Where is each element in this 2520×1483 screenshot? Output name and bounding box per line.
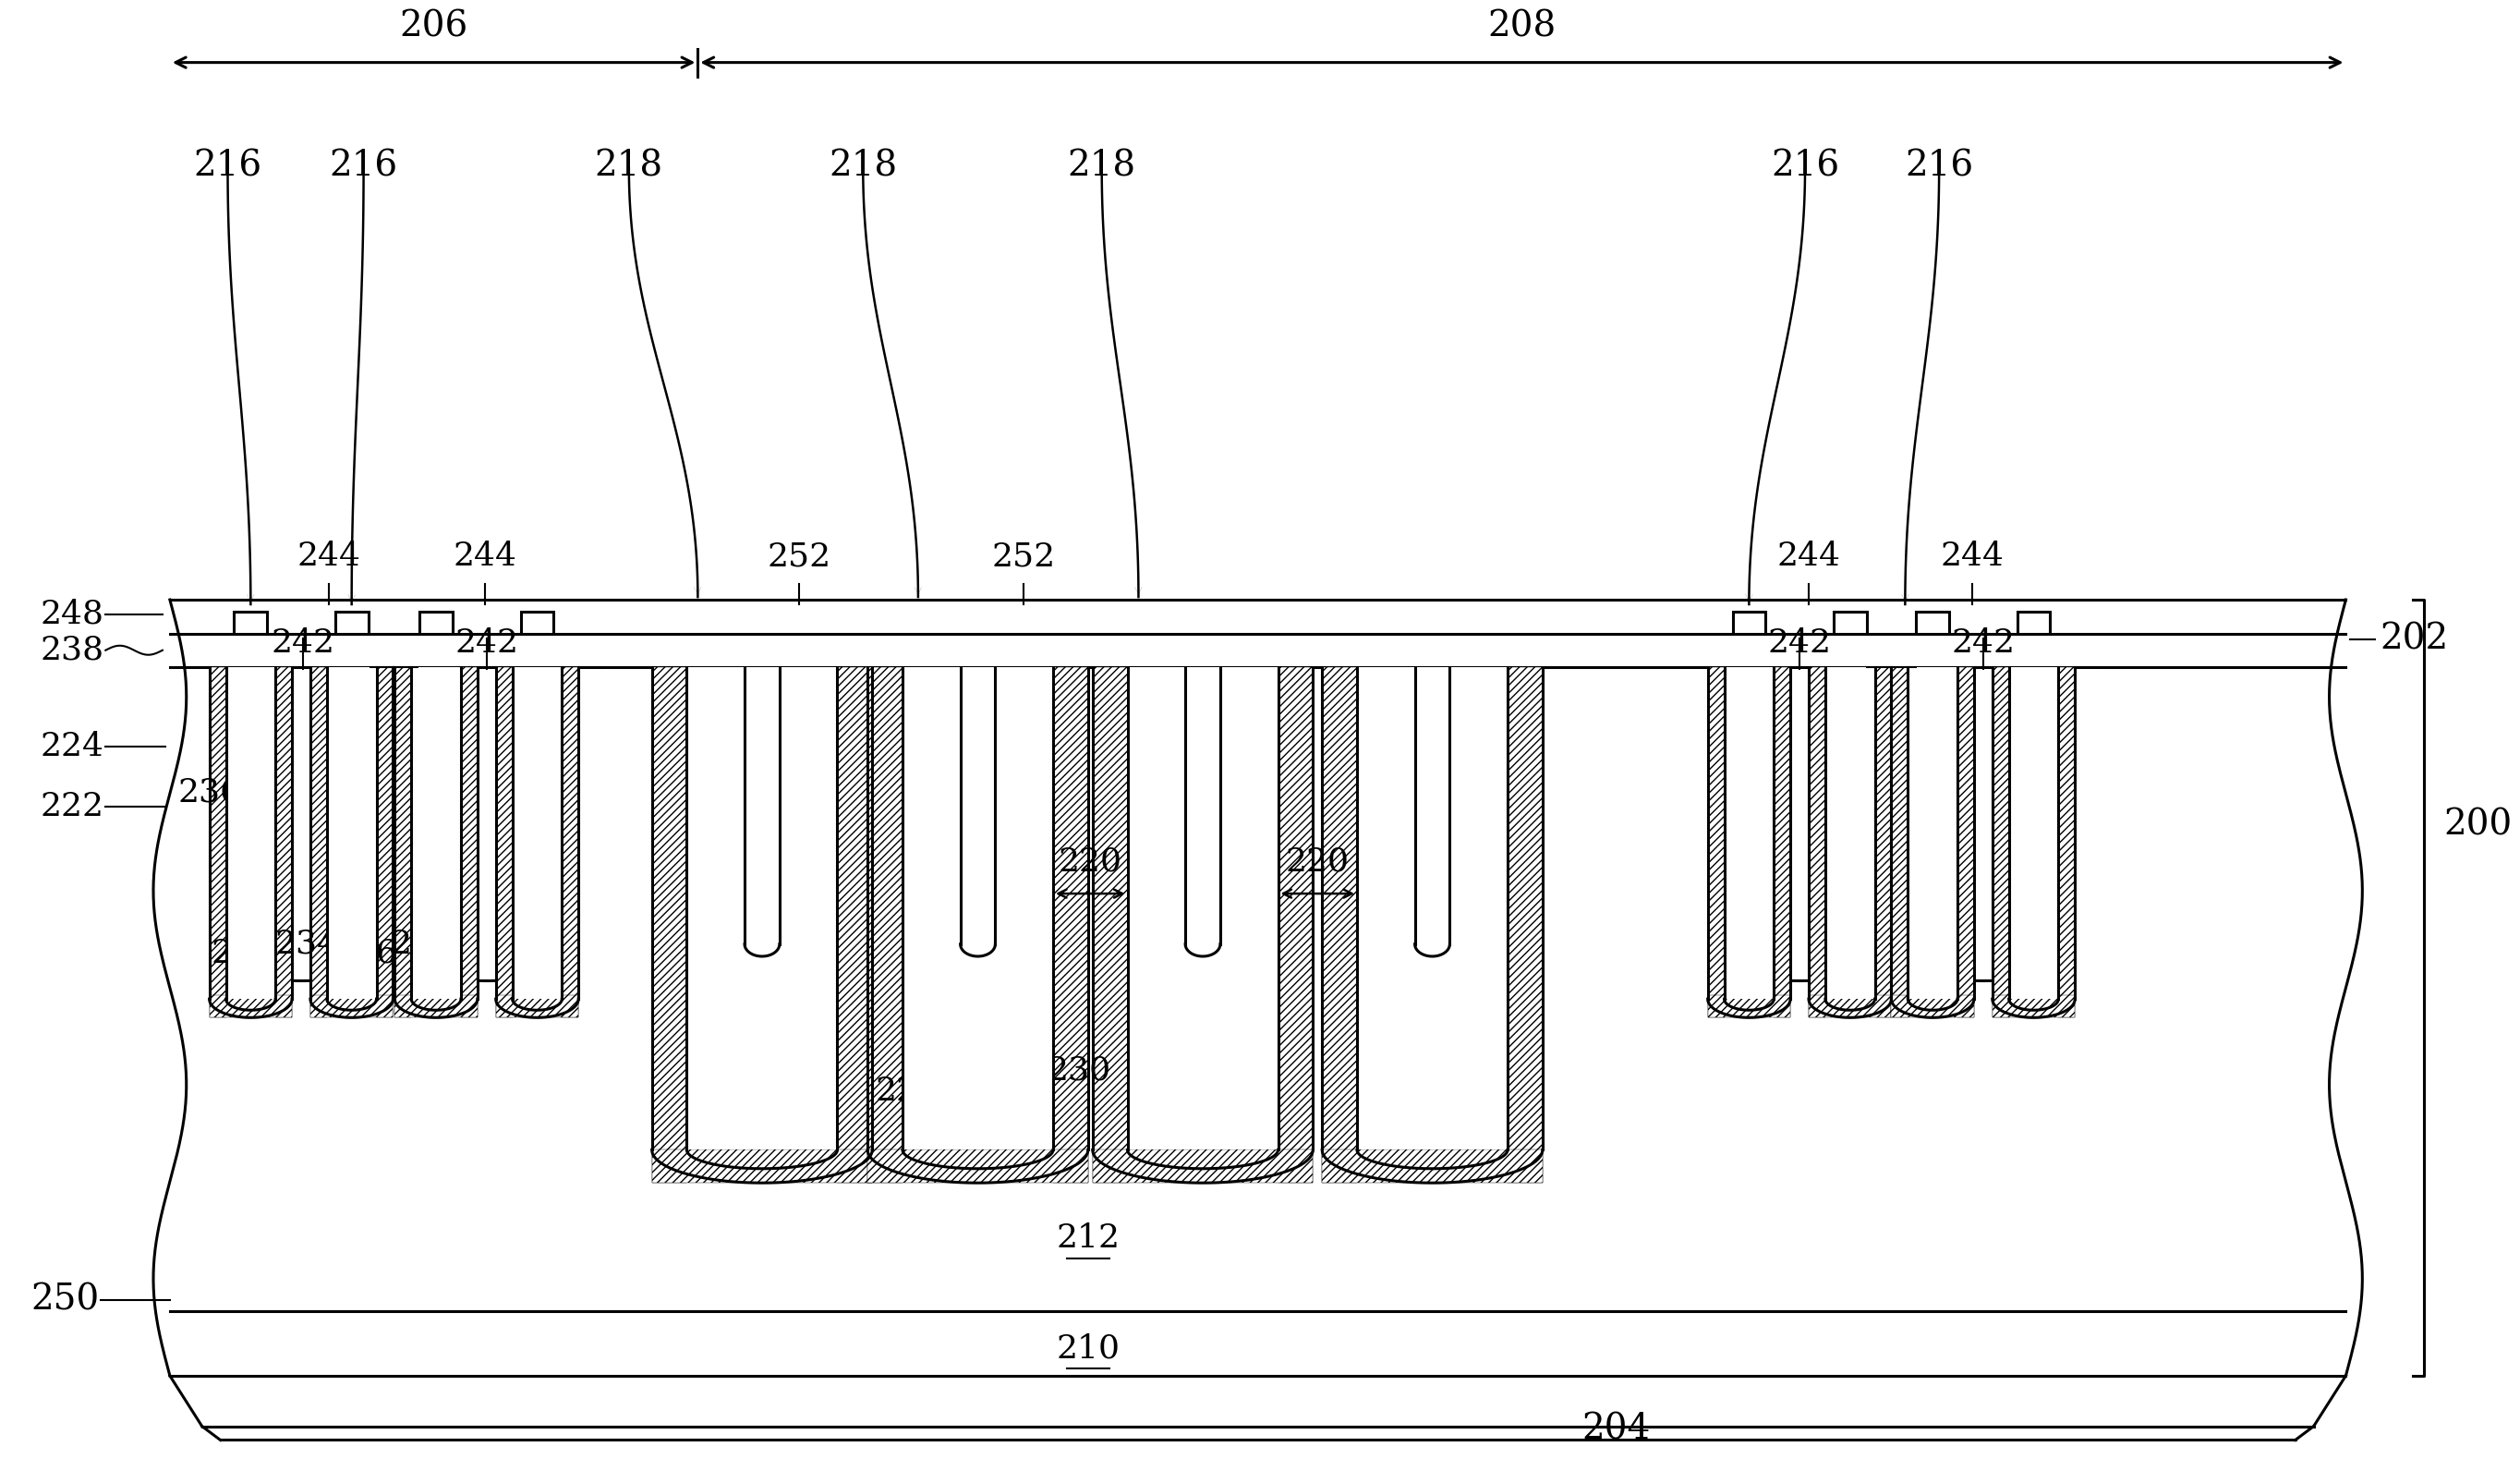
Bar [1893, 667, 1908, 1017]
Text: 206: 206 [401, 10, 469, 44]
Text: 226: 226 [333, 937, 398, 968]
Text: 212: 212 [1056, 1222, 1119, 1253]
Bar [688, 667, 837, 1149]
Bar [234, 611, 267, 633]
Bar [1993, 667, 2008, 1017]
Text: 218: 218 [829, 150, 897, 184]
Bar [1709, 667, 1724, 1017]
Text: 244: 244 [454, 541, 517, 572]
Bar [1915, 611, 1948, 633]
Bar [1356, 667, 1507, 1149]
Bar [1809, 995, 1893, 1017]
Bar [512, 667, 562, 1000]
Bar [1875, 667, 1893, 1017]
Bar [1835, 611, 1867, 633]
Bar [496, 995, 580, 1017]
Text: 200: 200 [2444, 808, 2512, 842]
Bar [461, 667, 476, 1017]
Text: 242: 242 [1767, 627, 1832, 658]
Text: 210: 210 [1056, 1333, 1119, 1364]
Bar [1809, 667, 1824, 1017]
Bar [1323, 1149, 1542, 1183]
Bar [310, 995, 393, 1017]
Text: 252: 252 [766, 541, 832, 572]
Bar [1908, 667, 1958, 1000]
Text: 244: 244 [1777, 541, 1840, 572]
Bar [1278, 667, 1313, 1183]
Text: 242: 242 [454, 627, 519, 658]
Bar [411, 667, 461, 1000]
Bar [1094, 1149, 1313, 1183]
Bar [2008, 667, 2059, 1000]
Text: 208: 208 [1487, 10, 1555, 44]
Bar [1507, 667, 1542, 1183]
Bar [209, 995, 292, 1017]
Bar [1774, 667, 1789, 1017]
Text: 216: 216 [330, 150, 398, 184]
Text: 224: 224 [40, 731, 103, 762]
Text: 250: 250 [30, 1283, 98, 1317]
Text: 242: 242 [272, 627, 335, 658]
Bar [1323, 667, 1356, 1183]
Bar [375, 667, 393, 1017]
Bar [335, 611, 368, 633]
Bar [902, 667, 1053, 1149]
Text: 218: 218 [1068, 150, 1137, 184]
Text: 238: 238 [40, 635, 103, 666]
Text: 242: 242 [1950, 627, 2016, 658]
Text: 248: 248 [40, 599, 103, 630]
Bar [496, 667, 512, 1017]
Text: 234: 234 [391, 928, 454, 960]
Bar [310, 667, 328, 1017]
Text: 204: 204 [1583, 1412, 1651, 1446]
Bar [209, 667, 227, 1017]
Bar [2016, 611, 2051, 633]
Text: 216: 216 [1905, 150, 1973, 184]
Text: 234: 234 [275, 928, 338, 960]
Text: 216: 216 [194, 150, 262, 184]
Bar [1893, 995, 1973, 1017]
Text: 244: 244 [1940, 541, 2003, 572]
Text: 226: 226 [212, 937, 275, 968]
Bar [1824, 667, 1875, 1000]
Bar [867, 667, 902, 1183]
Text: 244: 244 [297, 541, 360, 572]
Text: 220: 220 [1058, 845, 1121, 876]
Bar [1053, 667, 1089, 1183]
Bar [396, 995, 476, 1017]
Text: 236: 236 [176, 777, 242, 808]
Bar [653, 1149, 872, 1183]
Bar [396, 667, 411, 1017]
Text: 252: 252 [993, 541, 1056, 572]
Bar [522, 611, 554, 633]
Bar [562, 667, 580, 1017]
Bar [421, 611, 454, 633]
Bar [1734, 611, 1767, 633]
Bar [328, 667, 375, 1000]
Bar [1958, 667, 1973, 1017]
Bar [275, 667, 292, 1017]
Bar [227, 667, 275, 1000]
Text: 220: 220 [1285, 845, 1348, 876]
Text: 218: 218 [595, 150, 663, 184]
Bar [1724, 667, 1774, 1000]
Bar [653, 667, 688, 1183]
Bar [837, 667, 872, 1183]
Bar [867, 1149, 1089, 1183]
Text: 228: 228 [874, 1075, 940, 1106]
Text: 230: 230 [1046, 1054, 1111, 1087]
Text: 222: 222 [40, 790, 103, 822]
Bar [1709, 995, 1789, 1017]
Text: 202: 202 [2379, 621, 2449, 657]
Bar [1126, 667, 1278, 1149]
Bar [2059, 667, 2074, 1017]
Bar [1094, 667, 1126, 1183]
Text: 216: 216 [1772, 150, 1840, 184]
Bar [1993, 995, 2074, 1017]
